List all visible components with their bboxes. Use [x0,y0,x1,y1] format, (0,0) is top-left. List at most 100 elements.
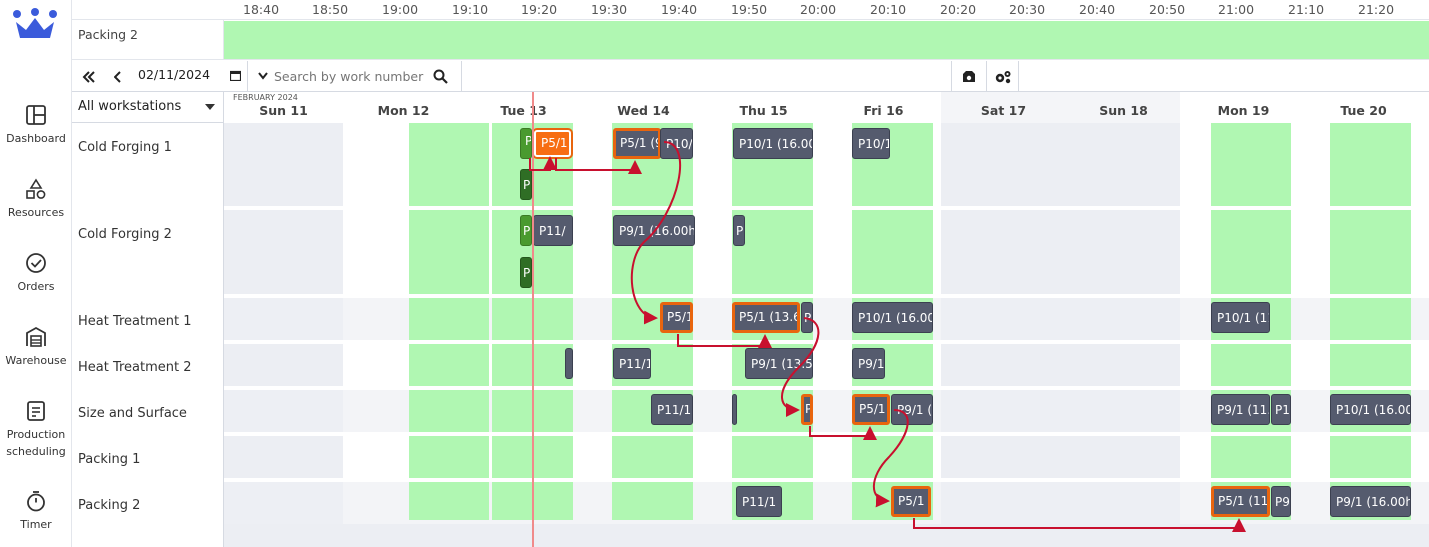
job-block[interactable]: P9/1 [852,348,885,379]
job-block[interactable]: P9/1 (16.00h) [1330,486,1411,517]
time-tick: 20:40 [1079,2,1116,17]
crown-logo-icon[interactable] [12,8,58,42]
sidebar: Dashboard Resources Orders Warehouse Pro… [0,0,72,547]
job-block[interactable]: P11/1 [613,348,651,379]
availability-block[interactable] [409,123,489,520]
availability-bar[interactable] [224,21,1429,59]
row-separator [224,386,1429,390]
date-input[interactable]: 02/11/2024 [138,67,211,82]
nav-timer[interactable]: Timer [0,490,72,533]
row-separator [224,432,1429,436]
job-block[interactable]: P1 [1271,394,1291,425]
resources-icon [26,178,46,199]
nav-production-scheduling[interactable]: Production scheduling [0,388,72,460]
job-block[interactable]: P9/1 (11.9 [1211,394,1270,425]
dashboard-icon [26,105,46,125]
search-input[interactable] [274,69,424,84]
timeline-row-label: Packing 2 [78,27,139,42]
chevron-down-icon[interactable] [258,72,268,80]
job-block[interactable]: P [733,215,745,246]
workstation-label: Cold Forging 1 [78,140,172,155]
time-tick: 21:20 [1358,2,1395,17]
row-separator [224,294,1429,298]
time-tick: 21:00 [1218,2,1255,17]
day-header: Sun 11 [259,103,308,118]
search-icon[interactable] [433,69,448,84]
time-tick: 19:50 [731,2,768,17]
job-block[interactable]: P10/1 (16.00h [1330,394,1411,425]
row-separator [224,340,1429,344]
workstation-label: Packing 2 [78,498,141,513]
job-block-selected[interactable]: P5/1 (11. [1211,486,1270,517]
time-tick: 20:50 [1149,2,1186,17]
current-time-line [532,92,534,547]
day-header: Tue 20 [1340,103,1387,118]
job-block[interactable]: P10/1 (16.00h [852,302,933,333]
job-block[interactable]: P [801,302,813,333]
time-tick: 20:20 [940,2,977,17]
nav-orders[interactable]: Orders [0,252,72,295]
workstation-filter-select[interactable]: All workstations [72,92,223,123]
row-separator [224,206,1429,210]
workstation-label: Heat Treatment 1 [78,314,192,329]
nav-resources[interactable]: Resources [0,178,72,221]
chevron-left-icon [114,70,121,83]
day-header: Sat 17 [980,103,1027,118]
time-tick: 19:20 [521,2,558,17]
job-block[interactable]: P11/1 [651,394,693,425]
nav-production-scheduling-label: Production scheduling [6,428,66,458]
job-block[interactable]: P11/1 ( [736,486,782,517]
job-block[interactable]: P10/1 (11 [1211,302,1270,333]
workstation-filter-value: All workstations [78,99,182,114]
nav-warehouse[interactable]: Warehouse [0,326,72,369]
job-block[interactable]: P10/1 (16.00h [733,128,813,159]
calendar-icon[interactable] [230,70,241,81]
gears-icon [995,70,1010,83]
workstation-label: Packing 1 [78,452,141,467]
job-block-selected[interactable]: P [801,394,813,425]
timeline-row-packing-2: Packing 2 [72,20,1429,60]
job-block-selected[interactable]: P5/1 [852,394,890,425]
job-block-selected[interactable]: P5/1 (13.62 [732,302,800,333]
job-block[interactable]: P11/ [533,215,573,246]
job-block[interactable] [565,348,573,379]
day-header: Mon 12 [377,103,430,118]
first-page-button[interactable] [76,61,102,92]
job-block[interactable]: P9/1 (8 [891,394,933,425]
job-block-selected[interactable]: P5/1 ( [534,130,571,157]
caret-down-icon [205,104,215,110]
warehouse-icon [26,326,46,347]
weekend-header-band [941,92,1180,123]
workstation-label: Heat Treatment 2 [78,360,192,375]
job-block[interactable]: P10/1 [852,128,890,159]
job-block[interactable]: P10/ [660,128,693,159]
job-block-selected[interactable]: P5/1 [660,302,693,333]
time-tick: 20:00 [800,2,837,17]
time-axis: 18:40 18:50 19:00 19:10 19:20 19:30 19:4… [72,0,1429,20]
workstation-column: All workstations Cold Forging 1 Cold For… [72,92,224,547]
job-block-selected[interactable]: P5/1 (9 [613,128,661,159]
day-header: Mon 19 [1217,103,1270,118]
job-block-selected[interactable]: P5/1 ( [891,486,931,517]
time-tick: 19:00 [382,2,419,17]
job-block[interactable]: P [520,169,532,200]
time-tick: 19:30 [591,2,628,17]
time-tick: 19:40 [661,2,698,17]
nav-dashboard[interactable]: Dashboard [0,104,72,147]
schedule-calendar: FEBRUARY 2024 Sun 11 Mon 12 Tue 13 Wed 1… [224,92,1429,547]
job-block[interactable]: P9/1 (13.55 [745,348,813,379]
time-tick: 19:10 [452,2,489,17]
toolbar: 02/11/2024 [72,61,1429,92]
job-block[interactable]: P [520,215,532,246]
availability-block[interactable] [1330,123,1411,520]
job-block[interactable]: P [520,257,532,288]
row-spacer [224,524,1429,547]
time-tick: 20:10 [870,2,907,17]
job-block[interactable]: P9/1 (16.00h) [613,215,695,246]
settings-button[interactable] [987,61,1019,92]
job-block[interactable] [732,394,737,425]
job-block[interactable]: P [520,128,532,159]
previous-button[interactable] [106,61,130,92]
snapshot-button[interactable] [951,61,987,92]
job-block[interactable]: P9 [1271,486,1291,517]
